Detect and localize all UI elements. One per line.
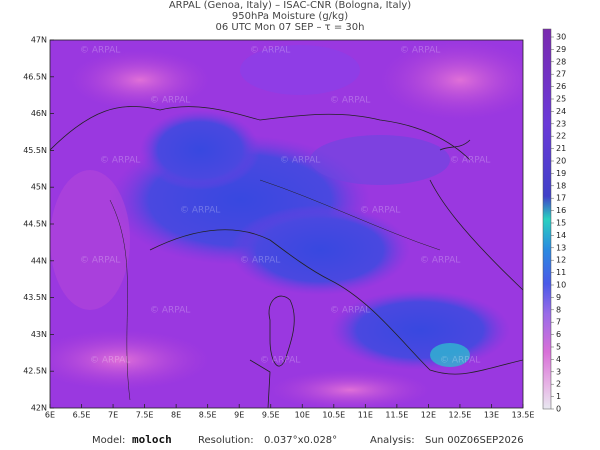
lat-label: 45N (31, 183, 47, 192)
lon-label: 6E (45, 411, 55, 420)
lat-label: 42.5N (23, 367, 47, 376)
watermark: © ARPAL (440, 356, 480, 366)
colorbar-label: 22 (556, 132, 566, 141)
colorbar-label: 12 (556, 256, 566, 265)
footer-label: Resolution: (198, 435, 254, 446)
lon-label: 12.5E (448, 411, 471, 420)
colorbar-label: 7 (556, 318, 561, 327)
colorbar-label: 17 (556, 194, 566, 203)
colorbar-label: 24 (556, 107, 566, 116)
watermark: © ARPAL (280, 156, 320, 166)
colorbar-label: 11 (556, 268, 566, 277)
colorbar (542, 28, 552, 410)
lon-label: 6.5E (73, 411, 91, 420)
lat-label: 47N (31, 36, 47, 45)
lat-label: 43.5N (23, 293, 47, 302)
colorbar-label: 25 (556, 95, 566, 104)
lat-label: 45.5N (23, 146, 47, 155)
colorbar-label: 18 (556, 181, 566, 190)
lon-label: 8.5E (199, 411, 217, 420)
lon-label: 10.5E (322, 411, 345, 420)
colorbar-label: 16 (556, 206, 566, 215)
footer: Model: moloch Resolution: 0.037°x0.028° … (92, 433, 524, 446)
watermark: © ARPAL (400, 46, 440, 56)
lon-label: 10E (295, 411, 310, 420)
watermark: © ARPAL (260, 356, 300, 366)
watermark: © ARPAL (420, 256, 460, 266)
watermark: © ARPAL (330, 306, 370, 316)
colorbar-label: 14 (556, 231, 566, 240)
footer-value: moloch (132, 433, 172, 446)
footer-value: 0.037°x0.028° (264, 435, 337, 446)
colorbar-label: 4 (556, 355, 561, 364)
header: ARPAL (Genoa, Italy) – ISAC-CNR (Bologna… (169, 0, 411, 33)
watermark: © ARPAL (450, 156, 490, 166)
lat-label: 43N (31, 330, 47, 339)
lon-label: 13E (484, 411, 499, 420)
watermark: © ARPAL (250, 46, 290, 56)
colorbar-label: 10 (556, 281, 566, 290)
colorbar-label: 3 (556, 367, 561, 376)
lon-label: 8E (171, 411, 181, 420)
footer-label: Model: (92, 435, 125, 446)
map-field (50, 40, 523, 408)
header-line: 950hPa Moisture (g/kg) (232, 11, 348, 22)
colorbar-label: 26 (556, 82, 566, 91)
watermark: © ARPAL (80, 256, 120, 266)
lat-label: 42N (31, 404, 47, 413)
watermark: © ARPAL (240, 256, 280, 266)
watermark: © ARPAL (360, 206, 400, 216)
colorbar-label: 30 (556, 33, 566, 42)
lon-label: 11.5E (385, 411, 408, 420)
colorbar-label: 9 (556, 293, 561, 302)
colorbar-label: 20 (556, 157, 566, 166)
colorbar-label: 13 (556, 243, 566, 252)
watermarks: © ARPAL © ARPAL © ARPAL © ARPAL © ARPAL © ARP… (80, 46, 490, 366)
watermark: © ARPAL (180, 206, 220, 216)
map-axes: 47N 46.5N 46N 45.5N 45N 44.5N 44N 43.5N 43N 42.5N… (23, 36, 534, 420)
lon-label: 7E (108, 411, 118, 420)
colorbar-label: 19 (556, 169, 566, 178)
watermark: © ARPAL (100, 156, 140, 166)
colorbar-labels: 0123456789101112131415161718192021222324… (551, 33, 566, 414)
lon-label: 13.5E (512, 411, 535, 420)
footer-value: Sun 00Z06SEP2026 (425, 435, 524, 446)
watermark: © ARPAL (90, 356, 130, 366)
lon-label: 9E (234, 411, 244, 420)
lon-label: 9.5E (262, 411, 280, 420)
watermark: © ARPAL (330, 96, 370, 106)
lon-label: 7.5E (136, 411, 154, 420)
colorbar-label: 23 (556, 119, 566, 128)
watermark: © ARPAL (150, 306, 190, 316)
colorbar-label: 5 (556, 343, 561, 352)
colorbar-label: 15 (556, 219, 566, 228)
colorbar-label: 6 (556, 330, 561, 339)
lat-label: 46N (31, 109, 47, 118)
colorbar-label: 28 (556, 57, 566, 66)
footer-label: Analysis: (370, 435, 415, 446)
colorbar-label: 21 (556, 144, 566, 153)
lat-label: 46.5N (23, 72, 47, 81)
lon-label: 12E (421, 411, 436, 420)
header-line: ARPAL (Genoa, Italy) – ISAC-CNR (Bologna… (169, 0, 411, 11)
watermark: © ARPAL (80, 46, 120, 56)
colorbar-label: 27 (556, 70, 566, 79)
colorbar-label: 8 (556, 305, 561, 314)
colorbar-label: 1 (556, 392, 561, 401)
watermark: © ARPAL (150, 96, 190, 106)
colorbar-label: 29 (556, 45, 566, 54)
colorbar-label: 0 (556, 405, 561, 414)
lon-label: 11E (358, 411, 373, 420)
lat-label: 44.5N (23, 220, 47, 229)
colorbar-label: 2 (556, 380, 561, 389)
lat-label: 44N (31, 256, 47, 265)
header-line: 06 UTC Mon 07 SEP – τ = 30h (216, 22, 365, 33)
